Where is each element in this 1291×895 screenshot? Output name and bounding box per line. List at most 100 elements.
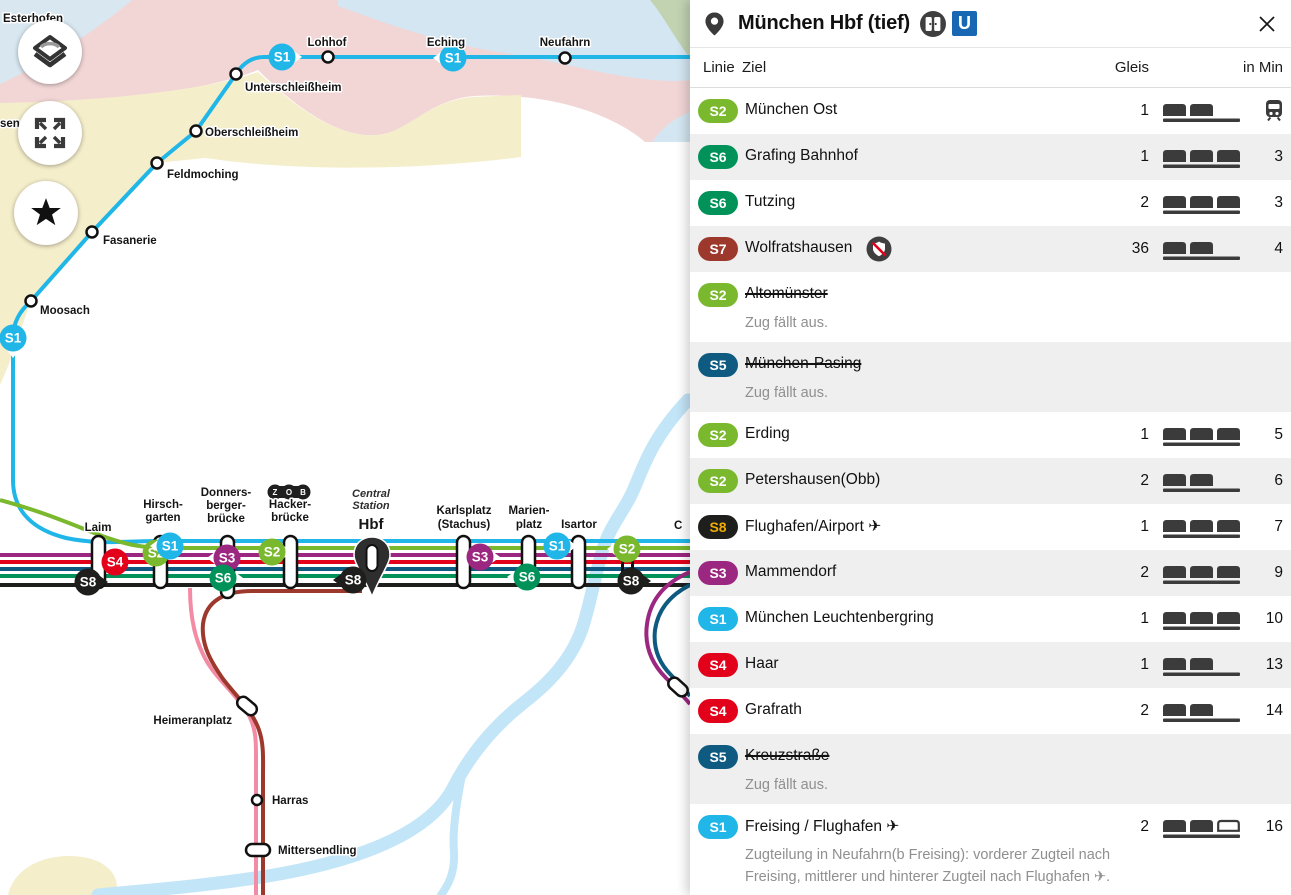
station-marker-hackerbruecke[interactable]: [282, 534, 299, 590]
station-marker-southeast[interactable]: [666, 675, 690, 699]
line-badge: S6: [698, 145, 738, 169]
svg-text:berger-: berger-: [206, 500, 246, 512]
departure-row[interactable]: S5 München-Pasing Zug fällt aus.: [690, 342, 1291, 412]
departure-row[interactable]: S5 Kreuzstraße Zug fällt aus.: [690, 734, 1291, 804]
departure-row[interactable]: S2 München Ost 1: [690, 88, 1291, 134]
row-note: Zug fällt aus.: [745, 385, 829, 401]
destination: München Leuchtenbergring: [745, 609, 934, 626]
minutes: 10: [1265, 610, 1283, 627]
train-length-icon: [1163, 191, 1241, 220]
map-favorites-button[interactable]: [14, 181, 78, 245]
svg-text:Station: Station: [352, 500, 390, 512]
svg-text:brücke: brücke: [207, 513, 245, 525]
row-note: Zug fällt aus.: [745, 315, 829, 331]
platform: 2: [1140, 818, 1149, 835]
map-canvas[interactable]: Z O B S1 S1 S1 S8 S4 S2 S1 S3 S6 S2 S8 S…: [0, 0, 690, 895]
station-marker-harras[interactable]: [250, 793, 264, 807]
line-s1-north: [29, 55, 690, 303]
departure-row[interactable]: S7 Wolfratshausen 36 4: [690, 226, 1291, 272]
station-marker-isartor[interactable]: [570, 534, 587, 590]
departure-row[interactable]: S4 Grafrath 2 14: [690, 688, 1291, 734]
station-label-moosach: Moosach: [40, 305, 90, 317]
station-label-hackerbruecke: Hacker-: [269, 499, 311, 511]
station-label-laim: Laim: [85, 522, 112, 534]
train-length-icon: [1163, 99, 1241, 128]
station-marker-oberschleissheim[interactable]: [189, 124, 203, 138]
svg-text:S1: S1: [549, 539, 566, 554]
departure-row[interactable]: S8 Flughafen/Airport ✈ 1 7: [690, 504, 1291, 550]
train-length-icon: [1163, 653, 1241, 682]
row-note: Zug fällt aus.: [745, 777, 829, 793]
destination: Kreuzstraße: [745, 747, 830, 764]
station-label-marienplatz: Marien-: [509, 505, 550, 517]
departure-row[interactable]: S1 München Leuchtenbergring 1 10: [690, 596, 1291, 642]
departing-train-icon: [1263, 99, 1285, 128]
column-gleis: Gleis: [1114, 59, 1149, 76]
svg-text:platz: platz: [516, 519, 542, 531]
station-label-west-partial: sen: [0, 118, 20, 130]
station-label-hirschgarten: Hirsch-: [143, 499, 183, 511]
departure-row[interactable]: S2 Altomünster Zug fällt aus.: [690, 272, 1291, 342]
departure-row[interactable]: S3 Mammendorf 2 9: [690, 550, 1291, 596]
svg-text:S3: S3: [219, 551, 236, 566]
line-badge: S2: [698, 469, 738, 493]
destination: Freising / Flughafen ✈: [745, 818, 900, 835]
departure-row[interactable]: S1 Freising / Flughafen ✈ Zugteilung in …: [690, 804, 1291, 895]
svg-text:S6: S6: [215, 571, 232, 586]
layers-icon: [33, 35, 67, 68]
departure-row[interactable]: S2 Erding 1 5: [690, 412, 1291, 458]
platform: 1: [1140, 656, 1149, 673]
departure-row[interactable]: S6 Grafing Bahnhof 1 3: [690, 134, 1291, 180]
departure-row[interactable]: S2 Petershausen(Obb) 2 6: [690, 458, 1291, 504]
minutes: 3: [1274, 148, 1283, 165]
train-length-icon: [1163, 469, 1241, 498]
destination: Petershausen(Obb): [745, 471, 881, 488]
hbf-pin[interactable]: [353, 536, 391, 599]
station-marker-feldmoching[interactable]: [150, 156, 164, 170]
departures-list: S2 München Ost 1 S6 Grafing Bahnhof 1 3 …: [690, 88, 1291, 895]
river-branch: [437, 766, 467, 895]
restriction-icon: [866, 236, 892, 267]
destination: Haar: [745, 655, 779, 672]
fullscreen-icon: [34, 117, 66, 149]
line-badge: S1: [698, 815, 738, 839]
svg-text:(Stachus): (Stachus): [438, 519, 491, 531]
station-marker-moosach[interactable]: [24, 294, 38, 308]
station-label-lohhof: Lohhof: [308, 37, 347, 49]
departures-panel: München Hbf (tief) U Linie Ziel Gle: [690, 0, 1291, 895]
minutes: 4: [1274, 240, 1283, 257]
departure-row[interactable]: S6 Tutzing 2 3: [690, 180, 1291, 226]
destination: München Ost: [745, 101, 838, 118]
platform: 36: [1131, 240, 1149, 257]
station-label-donnersbergerbruecke: Donners-: [201, 487, 252, 499]
line-badge: S2: [698, 283, 738, 307]
train-length-icon: [1163, 561, 1241, 590]
svg-text:S2: S2: [264, 545, 281, 560]
station-marker-unterschleissheim[interactable]: [229, 67, 243, 81]
station-marker-fasanerie[interactable]: [85, 225, 99, 239]
svg-text:S3: S3: [472, 550, 489, 565]
map-line-badges: S1 S1 S1 S8 S4 S2 S1 S3 S6 S2 S8 S3 S6 S…: [0, 43, 651, 596]
line-badge: S4: [698, 653, 738, 677]
map-fullscreen-button[interactable]: [18, 101, 82, 165]
destination: Flughafen/Airport ✈: [745, 518, 882, 535]
svg-text:S1: S1: [5, 331, 22, 346]
station-marker-lohhof[interactable]: [321, 50, 335, 64]
station-label-heimeranplatz: Heimeranplatz: [153, 715, 232, 727]
svg-text:S6: S6: [519, 570, 536, 585]
departure-row[interactable]: S4 Haar 1 13: [690, 642, 1291, 688]
station-label-central-station: Central: [352, 488, 391, 500]
column-linie: Linie: [703, 59, 735, 76]
svg-text:brücke: brücke: [271, 512, 309, 524]
destination: München-Pasing: [745, 355, 862, 372]
network-map: Z O B S1 S1 S1 S8 S4 S2 S1 S3 S6 S2 S8 S…: [0, 0, 690, 895]
station-label-east-partial: C: [674, 520, 682, 532]
station-marker-mittersendling[interactable]: [244, 842, 272, 858]
map-layers-button[interactable]: [18, 20, 82, 84]
station-marker-neufahrn[interactable]: [558, 51, 572, 65]
close-button[interactable]: [1256, 13, 1278, 35]
zob-badge: Z O B: [267, 484, 311, 500]
panel-title: München Hbf (tief): [738, 12, 910, 34]
minutes: 16: [1265, 818, 1283, 835]
station-marker-heimeranplatz[interactable]: [235, 694, 260, 717]
